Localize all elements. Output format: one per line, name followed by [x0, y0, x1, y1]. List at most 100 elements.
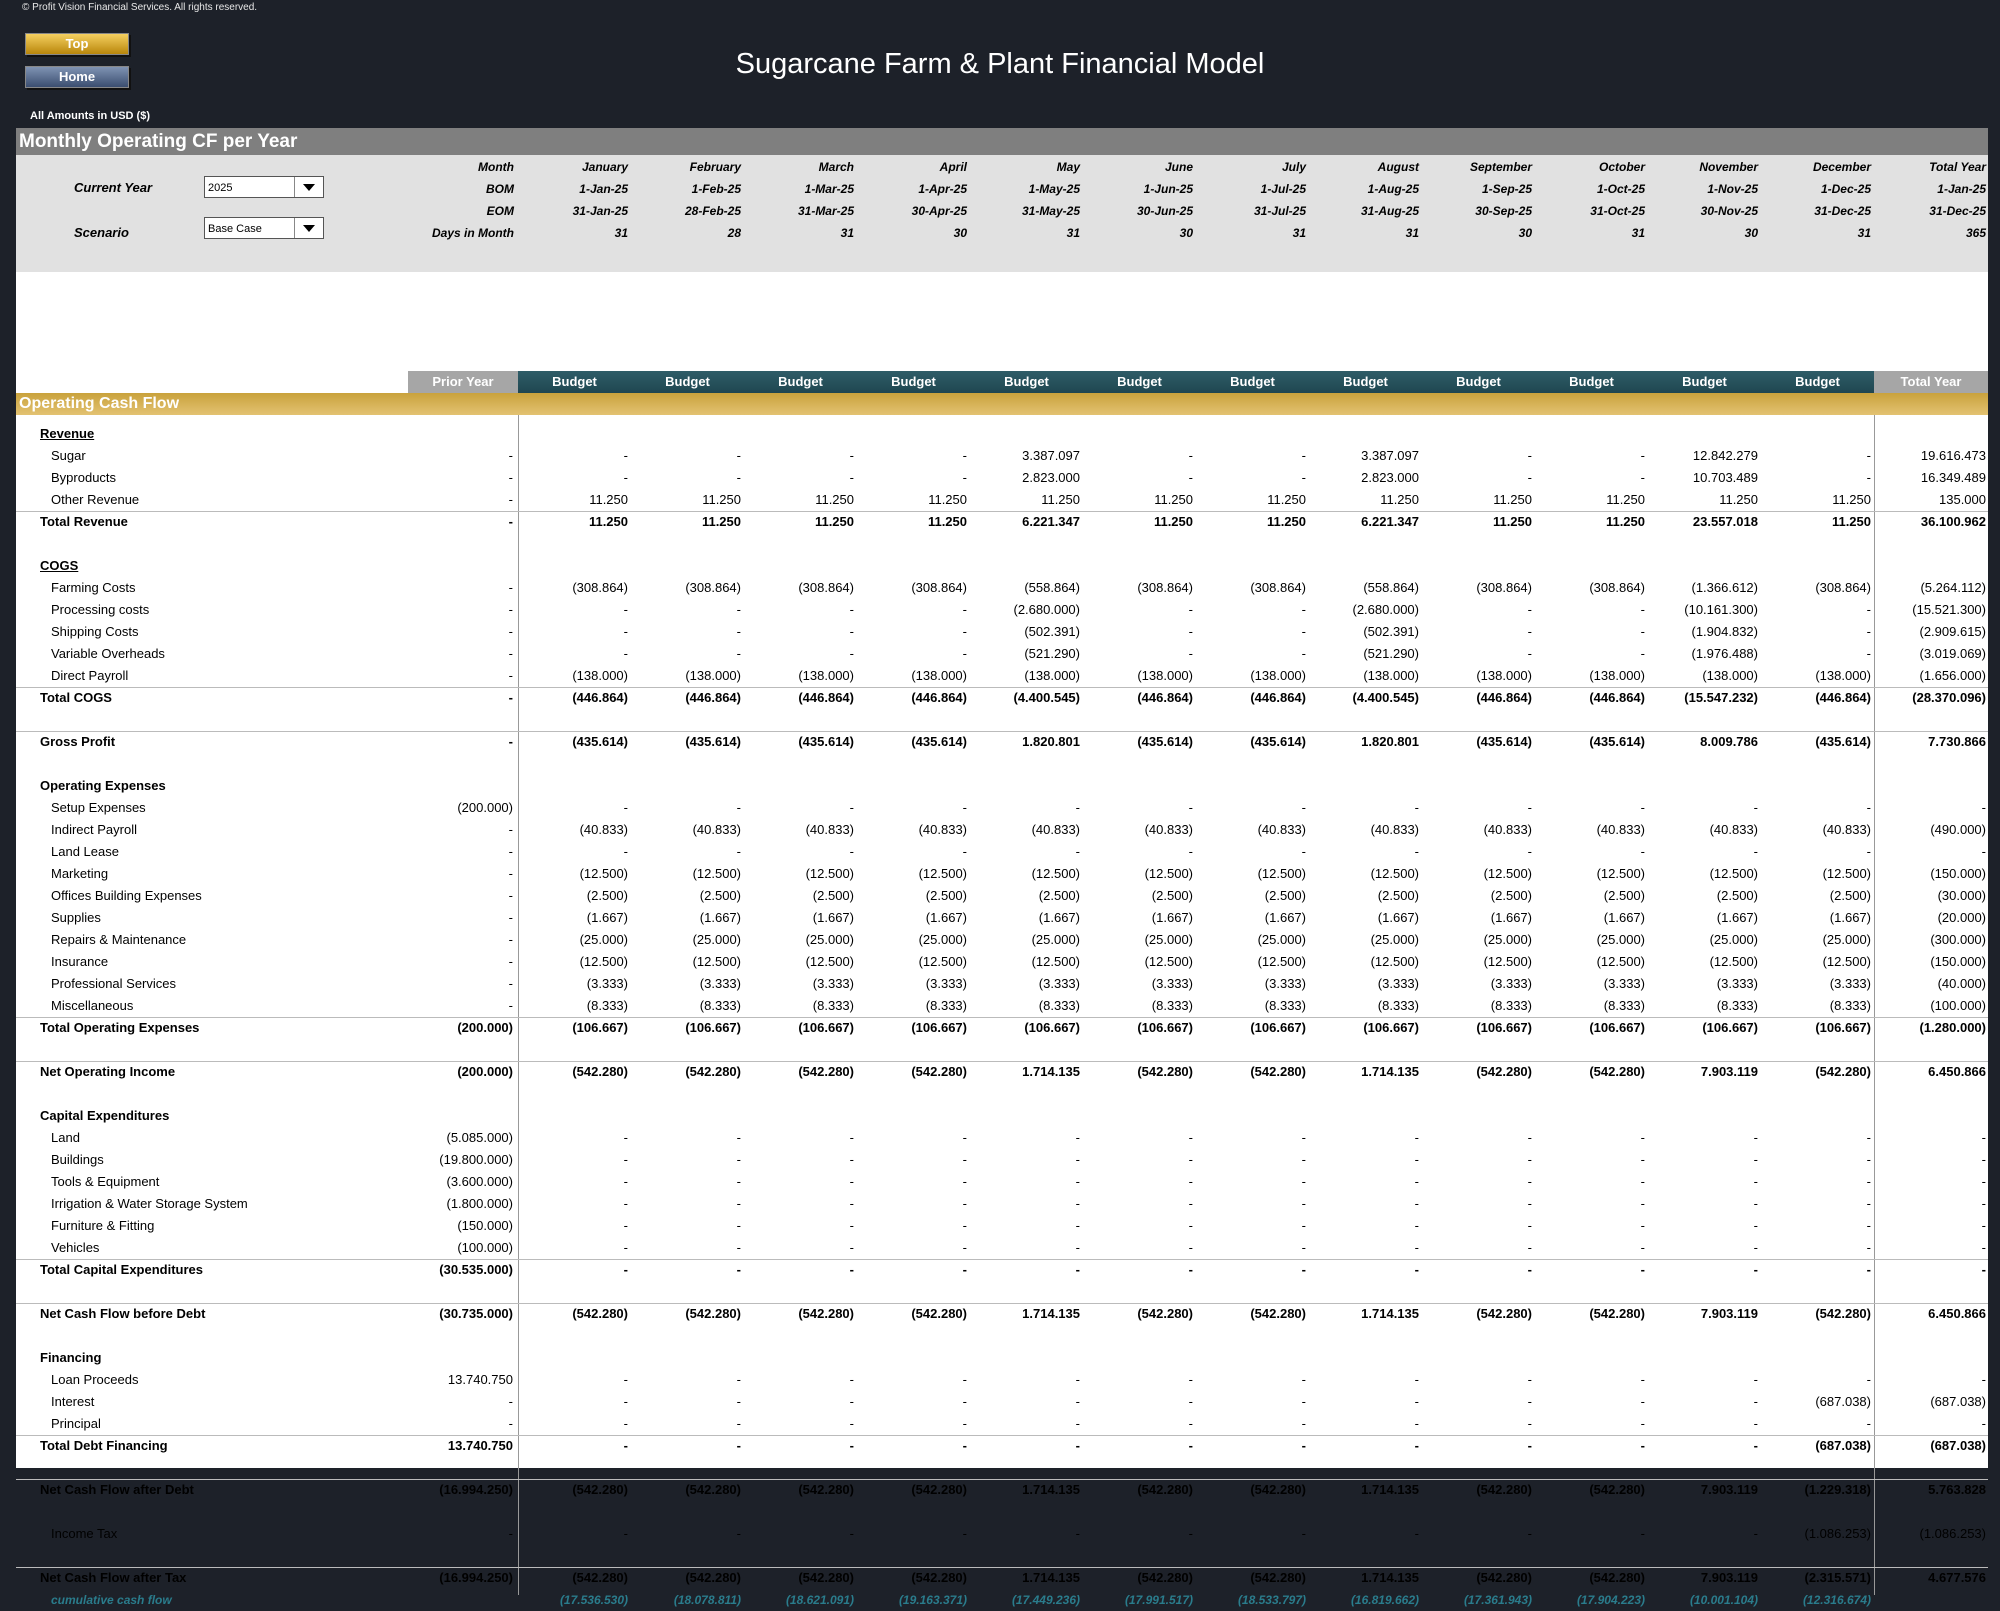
- month-header: July: [1281, 160, 1306, 174]
- month-value: -: [962, 1526, 967, 1541]
- month-value: 11.250: [815, 492, 854, 507]
- row-label: Direct Payroll: [51, 668, 129, 683]
- month-value: -: [849, 844, 854, 859]
- month-value: -: [1301, 1394, 1306, 1409]
- month-value: -: [623, 624, 628, 639]
- total-year-value: (1.280.000): [1919, 1020, 1987, 1035]
- budget-band: Budget: [1648, 371, 1761, 393]
- month-value: (446.864): [1589, 690, 1645, 705]
- days-in-month: 31: [614, 226, 628, 240]
- month-value: 2.823.000: [1022, 470, 1080, 485]
- row-label: Furniture & Fitting: [51, 1218, 155, 1233]
- row-divider: [16, 687, 1988, 688]
- month-value: -: [1640, 646, 1645, 661]
- prior-year-value: (16.994.250): [439, 1482, 513, 1497]
- month-value: (106.667): [1815, 1020, 1871, 1035]
- month-value: (435.614): [798, 734, 854, 749]
- month-value: -: [849, 1416, 854, 1431]
- month-value: -: [1188, 1218, 1193, 1233]
- month-value: -: [1188, 1438, 1193, 1453]
- total-year-band: Total Year: [1874, 371, 1988, 393]
- total-year-value: (687.038): [1930, 1438, 1986, 1453]
- month-value: (542.280): [911, 1306, 967, 1321]
- month-value: -: [1866, 646, 1871, 661]
- month-value: (12.500): [1031, 954, 1080, 969]
- month-value: -: [1188, 1526, 1193, 1541]
- month-value: 11.250: [928, 492, 967, 507]
- budget-band: Budget: [1422, 371, 1535, 393]
- month-value: 11.250: [1832, 492, 1871, 507]
- top-button[interactable]: Top: [25, 33, 129, 55]
- row-label: Vehicles: [51, 1240, 100, 1255]
- table-row: Insurance - (12.500) (12.500) (12.500) (12.50…: [16, 951, 1988, 973]
- month-value: (12.500): [1709, 866, 1758, 881]
- current-year-dropdown[interactable]: 2025: [204, 176, 324, 198]
- month-value: -: [1866, 800, 1871, 815]
- month-value: (40.833): [1709, 822, 1758, 837]
- month-value: (542.280): [798, 1482, 854, 1497]
- month-value: -: [1414, 1394, 1419, 1409]
- month-value: (25.000): [805, 932, 854, 947]
- month-value: (25.000): [1822, 932, 1871, 947]
- bom-date: 1-Aug-25: [1367, 182, 1419, 196]
- month-value: -: [1640, 1394, 1645, 1409]
- month-value: (1.667): [699, 910, 741, 925]
- month-value: -: [849, 1262, 854, 1277]
- month-value: -: [1414, 800, 1419, 815]
- table-row: Buildings (19.800.000) - - - - - - - - - - - - -: [16, 1149, 1988, 1171]
- month-value: -: [962, 448, 967, 463]
- table-row: Processing costs - - - - - (2.680.000) - - (2.680…: [16, 599, 1988, 621]
- month-value: -: [623, 1130, 628, 1145]
- month-value: (10.161.300): [1684, 602, 1758, 617]
- chevron-down-icon[interactable]: [294, 218, 323, 238]
- prior-year-value: -: [508, 668, 513, 683]
- month-value: -: [1866, 1152, 1871, 1167]
- month-value: -: [962, 1130, 967, 1145]
- prior-year-value: (3.600.000): [446, 1174, 514, 1189]
- month-value: (18.078.811): [673, 1593, 741, 1607]
- month-value: (542.280): [1250, 1482, 1306, 1497]
- table-row: Other Revenue - 11.250 11.250 11.250 11.250 11…: [16, 489, 1988, 511]
- month-value: (558.864): [1024, 580, 1080, 595]
- month-value: (558.864): [1363, 580, 1419, 595]
- month-value: -: [623, 844, 628, 859]
- month-header: February: [689, 160, 741, 174]
- month-value: -: [849, 1240, 854, 1255]
- month-value: (435.614): [685, 734, 741, 749]
- total-year-value: (1.656.000): [1919, 668, 1987, 683]
- row-label: Total Capital Expenditures: [40, 1262, 204, 1277]
- home-button[interactable]: Home: [25, 66, 129, 88]
- month-value: (3.333): [1490, 976, 1532, 991]
- month-value: -: [1075, 1196, 1080, 1211]
- month-value: 11.250: [1041, 492, 1080, 507]
- month-value: -: [962, 646, 967, 661]
- chevron-down-icon[interactable]: [294, 177, 323, 197]
- eom-date: 31-Jul-25: [1253, 204, 1306, 218]
- month-value: -: [1527, 1372, 1532, 1387]
- month-value: -: [1188, 800, 1193, 815]
- month-value: -: [1075, 800, 1080, 815]
- month-value: (12.500): [918, 954, 967, 969]
- prior-year-value: -: [508, 448, 513, 463]
- scenario-dropdown[interactable]: Base Case: [204, 217, 324, 239]
- month-value: (2.500): [1716, 888, 1758, 903]
- month-value: 11.250: [1605, 514, 1645, 529]
- month-value: -: [1527, 1240, 1532, 1255]
- month-value: -: [1640, 1438, 1645, 1453]
- prior-year-value: -: [508, 1394, 513, 1409]
- month-value: -: [1414, 1526, 1419, 1541]
- month-value: (542.280): [1476, 1482, 1532, 1497]
- month-value: (25.000): [918, 932, 967, 947]
- month-value: -: [1527, 1416, 1532, 1431]
- month-value: (25.000): [1483, 932, 1532, 947]
- row-divider: [16, 511, 1988, 512]
- month-value: -: [1414, 1438, 1419, 1453]
- month-value: (542.280): [798, 1570, 854, 1585]
- month-header: April: [939, 160, 967, 174]
- month-value: (542.280): [1589, 1064, 1645, 1079]
- month-value: -: [962, 1416, 967, 1431]
- month-value: (138.000): [1476, 668, 1532, 683]
- prior-year-value: (30.535.000): [439, 1262, 513, 1277]
- month-value: -: [623, 1240, 628, 1255]
- month-value: (1.667): [1377, 910, 1419, 925]
